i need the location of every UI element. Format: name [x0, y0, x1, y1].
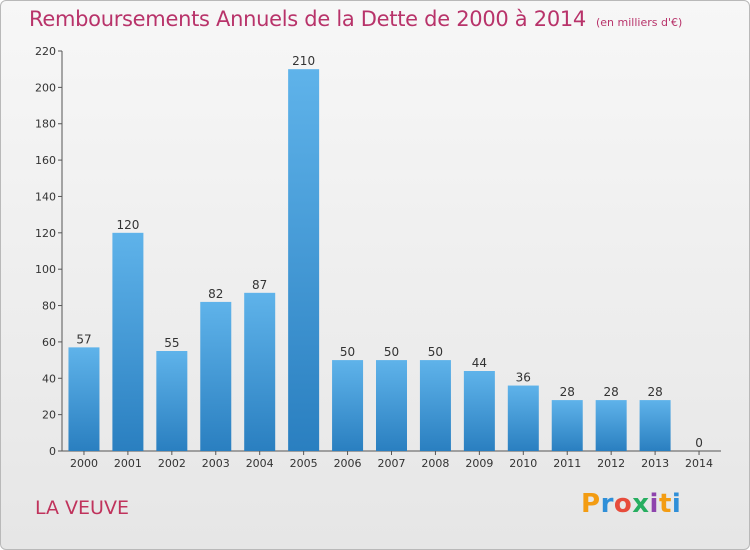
y-tick-label: 120 [35, 227, 56, 240]
x-tick-label: 2010 [509, 457, 537, 470]
y-tick-label: 60 [42, 336, 56, 349]
bar [200, 301, 232, 451]
x-tick-label: 2000 [70, 457, 98, 470]
bar [551, 400, 583, 451]
x-tick-label: 2007 [378, 457, 406, 470]
x-tick-label: 2009 [465, 457, 493, 470]
x-tick-label: 2004 [246, 457, 274, 470]
y-tick-label: 220 [35, 45, 56, 58]
data-label: 55 [164, 336, 179, 350]
data-label: 82 [208, 287, 223, 301]
bar [595, 400, 627, 451]
chart-title-text: Remboursements Annuels de la Dette de 20… [29, 7, 586, 31]
bar [376, 360, 407, 451]
y-tick-label: 20 [42, 409, 56, 422]
data-label: 28 [560, 385, 575, 399]
data-label: 28 [647, 385, 662, 399]
x-tick-label: 2006 [334, 457, 362, 470]
x-tick-label: 2005 [290, 457, 318, 470]
chart-title: Remboursements Annuels de la Dette de 20… [29, 7, 682, 31]
commune-name: LA VEUVE [35, 497, 129, 519]
x-tick-label: 2002 [158, 457, 186, 470]
y-tick-label: 200 [35, 81, 56, 94]
data-label: 28 [604, 385, 619, 399]
data-label: 120 [116, 218, 139, 232]
bar [244, 292, 276, 451]
y-tick-label: 100 [35, 263, 56, 276]
bar [463, 371, 495, 451]
data-label: 44 [472, 356, 487, 370]
chart-unit: (en milliers d'€) [596, 16, 683, 29]
data-label: 50 [384, 345, 399, 359]
data-label: 210 [292, 54, 315, 68]
x-tick-label: 2001 [114, 457, 142, 470]
y-tick-label: 180 [35, 118, 56, 131]
y-tick-label: 140 [35, 190, 56, 203]
bar [639, 400, 671, 451]
data-label: 36 [516, 371, 531, 385]
x-tick-label: 2003 [202, 457, 230, 470]
bar [507, 385, 539, 451]
data-label: 57 [76, 332, 91, 346]
x-tick-label: 2011 [553, 457, 581, 470]
x-tick-label: 2014 [685, 457, 713, 470]
data-label: 50 [340, 345, 355, 359]
x-tick-label: 2013 [641, 457, 669, 470]
data-label: 50 [428, 345, 443, 359]
y-tick-label: 0 [49, 445, 56, 458]
bar [332, 360, 364, 451]
proxiti-logo: Proxiti [581, 489, 682, 519]
bar [68, 347, 100, 451]
bar [419, 360, 451, 451]
bar [156, 351, 188, 451]
x-tick-label: 2012 [597, 457, 625, 470]
y-tick-label: 160 [35, 154, 56, 167]
x-tick-label: 2008 [421, 457, 449, 470]
y-tick-label: 80 [42, 300, 56, 313]
bar [112, 232, 144, 451]
data-label: 0 [695, 436, 703, 450]
data-label: 87 [252, 278, 267, 292]
y-tick-label: 40 [42, 372, 56, 385]
bar [288, 69, 320, 451]
